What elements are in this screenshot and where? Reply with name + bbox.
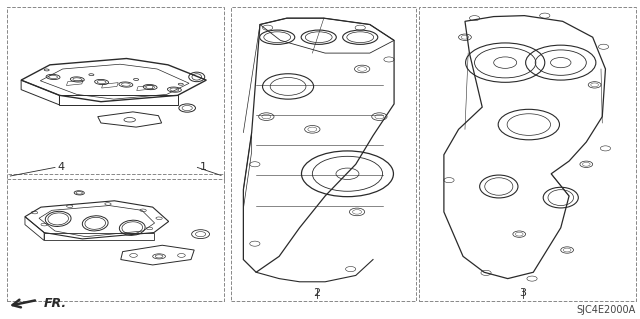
Bar [230,7,416,301]
Text: SJC4E2000A: SJC4E2000A [577,305,636,315]
Text: 3: 3 [520,288,527,298]
Text: FR.: FR. [44,297,67,309]
Text: 1: 1 [200,162,207,173]
Bar [7,174,224,301]
Bar [7,7,224,179]
Text: 4: 4 [58,162,65,173]
Bar [419,7,636,301]
Text: 2: 2 [313,288,321,298]
